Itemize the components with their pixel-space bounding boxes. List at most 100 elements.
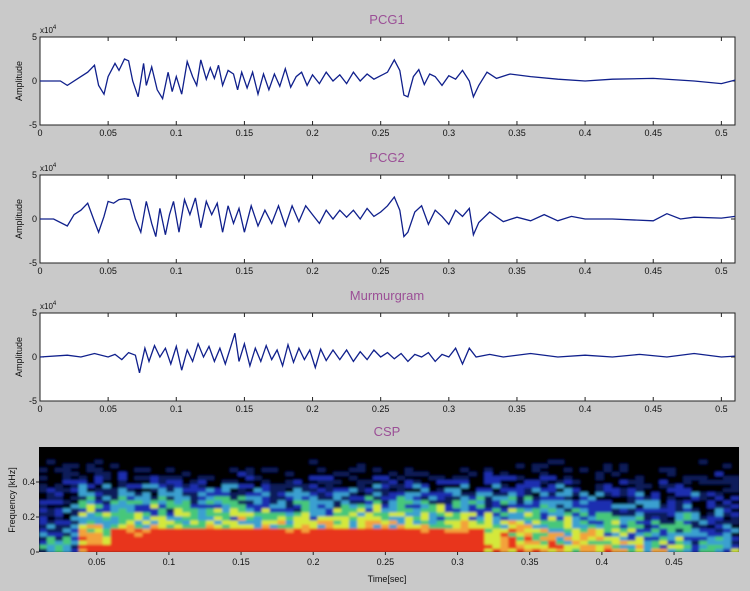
heatmap-cell [285,451,295,456]
heatmap-cell [373,543,382,549]
heatmap-cell [309,547,319,552]
heatmap-cell [174,519,183,525]
heatmap-cell [214,535,223,541]
heatmap-cell [460,483,470,489]
heatmap-cell [603,499,613,505]
heatmap-cell [556,471,565,477]
heatmap-cell [102,451,112,456]
heatmap-cell [229,479,239,485]
heatmap-cell [349,547,358,552]
heatmap-cell [190,523,199,529]
heatmap-cell [229,523,239,529]
heatmap-cell [595,547,605,552]
heatmap-cell [659,531,669,537]
heatmap-cell [476,447,486,452]
heatmap-cell [277,447,287,452]
heatmap-cell [603,519,613,525]
heatmap-cell [190,467,199,473]
heatmap-cell [436,547,446,552]
heatmap-cell [237,547,247,552]
heatmap-cell [102,507,112,513]
heatmap-cell [707,499,716,505]
heatmap-cell [46,455,56,460]
heatmap-cell [325,463,335,468]
heatmap-cell [540,507,549,513]
heatmap-cell [158,503,168,509]
heatmap-cell [476,535,486,541]
heatmap-cell [78,491,88,497]
heatmap-cell [190,475,199,481]
heatmap-cell [174,483,183,489]
heatmap-cell [731,503,739,509]
heatmap-cell [277,495,287,501]
heatmap-cell [452,475,462,481]
heatmap-cell [102,459,112,464]
heatmap-cell [420,535,430,541]
heatmap-cell [683,511,693,517]
heatmap-cell [404,487,414,493]
heatmap-cell [110,463,120,468]
heatmap-cell [635,515,645,521]
heatmap-cell [269,475,279,481]
heatmap-cell [150,507,160,513]
heatmap-cell [444,531,454,537]
heatmap-cell [389,495,398,501]
heatmap-cell [532,543,541,549]
heatmap-cell [659,495,669,501]
heatmap-cell [579,519,589,525]
heatmap-cell [667,503,677,509]
heatmap-cell [309,499,319,505]
heatmap-cell [341,491,351,497]
heatmap-cell [707,451,716,456]
heatmap-cell [126,503,136,509]
heatmap-cell [659,499,669,505]
heatmap-cell [269,523,279,529]
heatmap-cell [508,479,518,485]
heatmap-cell [508,535,518,541]
x-tick-label: 0.2 [307,557,320,567]
heatmap-cell [723,523,732,529]
heatmap-cell [500,495,510,501]
heatmap-cell [540,503,549,509]
murmurgram-panel: Murmurgram 0 0.05 0.1 0.15 0.2 0.25 0.3 0.35 0.4… [14,288,736,414]
heatmap-cell [556,535,565,541]
heatmap-cell [587,539,597,545]
heatmap-cell [619,523,629,529]
heatmap-cell [476,543,486,549]
heatmap-cell [579,515,589,521]
heatmap-cell [492,455,502,460]
heatmap-cell [158,535,168,541]
heatmap-cell [476,487,486,493]
csp-panel: CSP 0.05 0.1 0.15 0.2 0.25 0.3 0.35 0.4 0.450.40… [7,424,739,584]
heatmap-cell [579,499,589,505]
heatmap-cell [229,499,239,505]
heatmap-cell [460,523,470,529]
heatmap-cell [118,515,128,521]
heatmap-cell [444,467,454,473]
x-tick-label: 0 [37,266,42,276]
heatmap-cell [333,539,343,545]
heatmap-cell [556,523,565,529]
heatmap-cell [643,475,653,481]
heatmap-cell [198,523,207,529]
y-tick-label: 0 [30,547,35,557]
heatmap-cell [94,475,104,481]
heatmap-cell [500,539,510,545]
heatmap-cell [396,479,406,485]
heatmap-cell [659,535,669,541]
heatmap-cell [516,507,526,513]
heatmap-cell [221,539,231,545]
heatmap-cell [221,543,231,549]
pcg2-panel: PCG2 0 0.05 0.1 0.15 0.2 0.25 0.3 0.35 0.4 0.45 0.… [14,150,736,276]
heatmap-cell [54,547,64,552]
heatmap-cell [492,447,502,452]
heatmap-cell [508,511,518,517]
heatmap-cell [420,459,430,464]
heatmap-cell [46,487,56,493]
heatmap-cell [253,543,263,549]
heatmap-cell [309,531,319,537]
heatmap-cell [62,527,72,533]
heatmap-cell [396,539,406,545]
heatmap-cell [643,495,653,501]
heatmap-cell [484,451,494,456]
